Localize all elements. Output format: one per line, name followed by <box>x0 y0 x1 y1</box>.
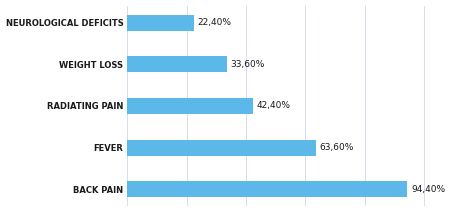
Text: 63,60%: 63,60% <box>319 143 354 152</box>
Bar <box>128 98 253 114</box>
Bar <box>128 56 227 72</box>
Text: 22,40%: 22,40% <box>198 18 231 27</box>
Text: 33,60%: 33,60% <box>231 60 265 69</box>
Text: 94,40%: 94,40% <box>411 185 445 194</box>
Bar <box>128 140 316 156</box>
Bar <box>128 181 407 197</box>
Bar <box>128 15 194 31</box>
Text: 42,40%: 42,40% <box>257 102 291 110</box>
